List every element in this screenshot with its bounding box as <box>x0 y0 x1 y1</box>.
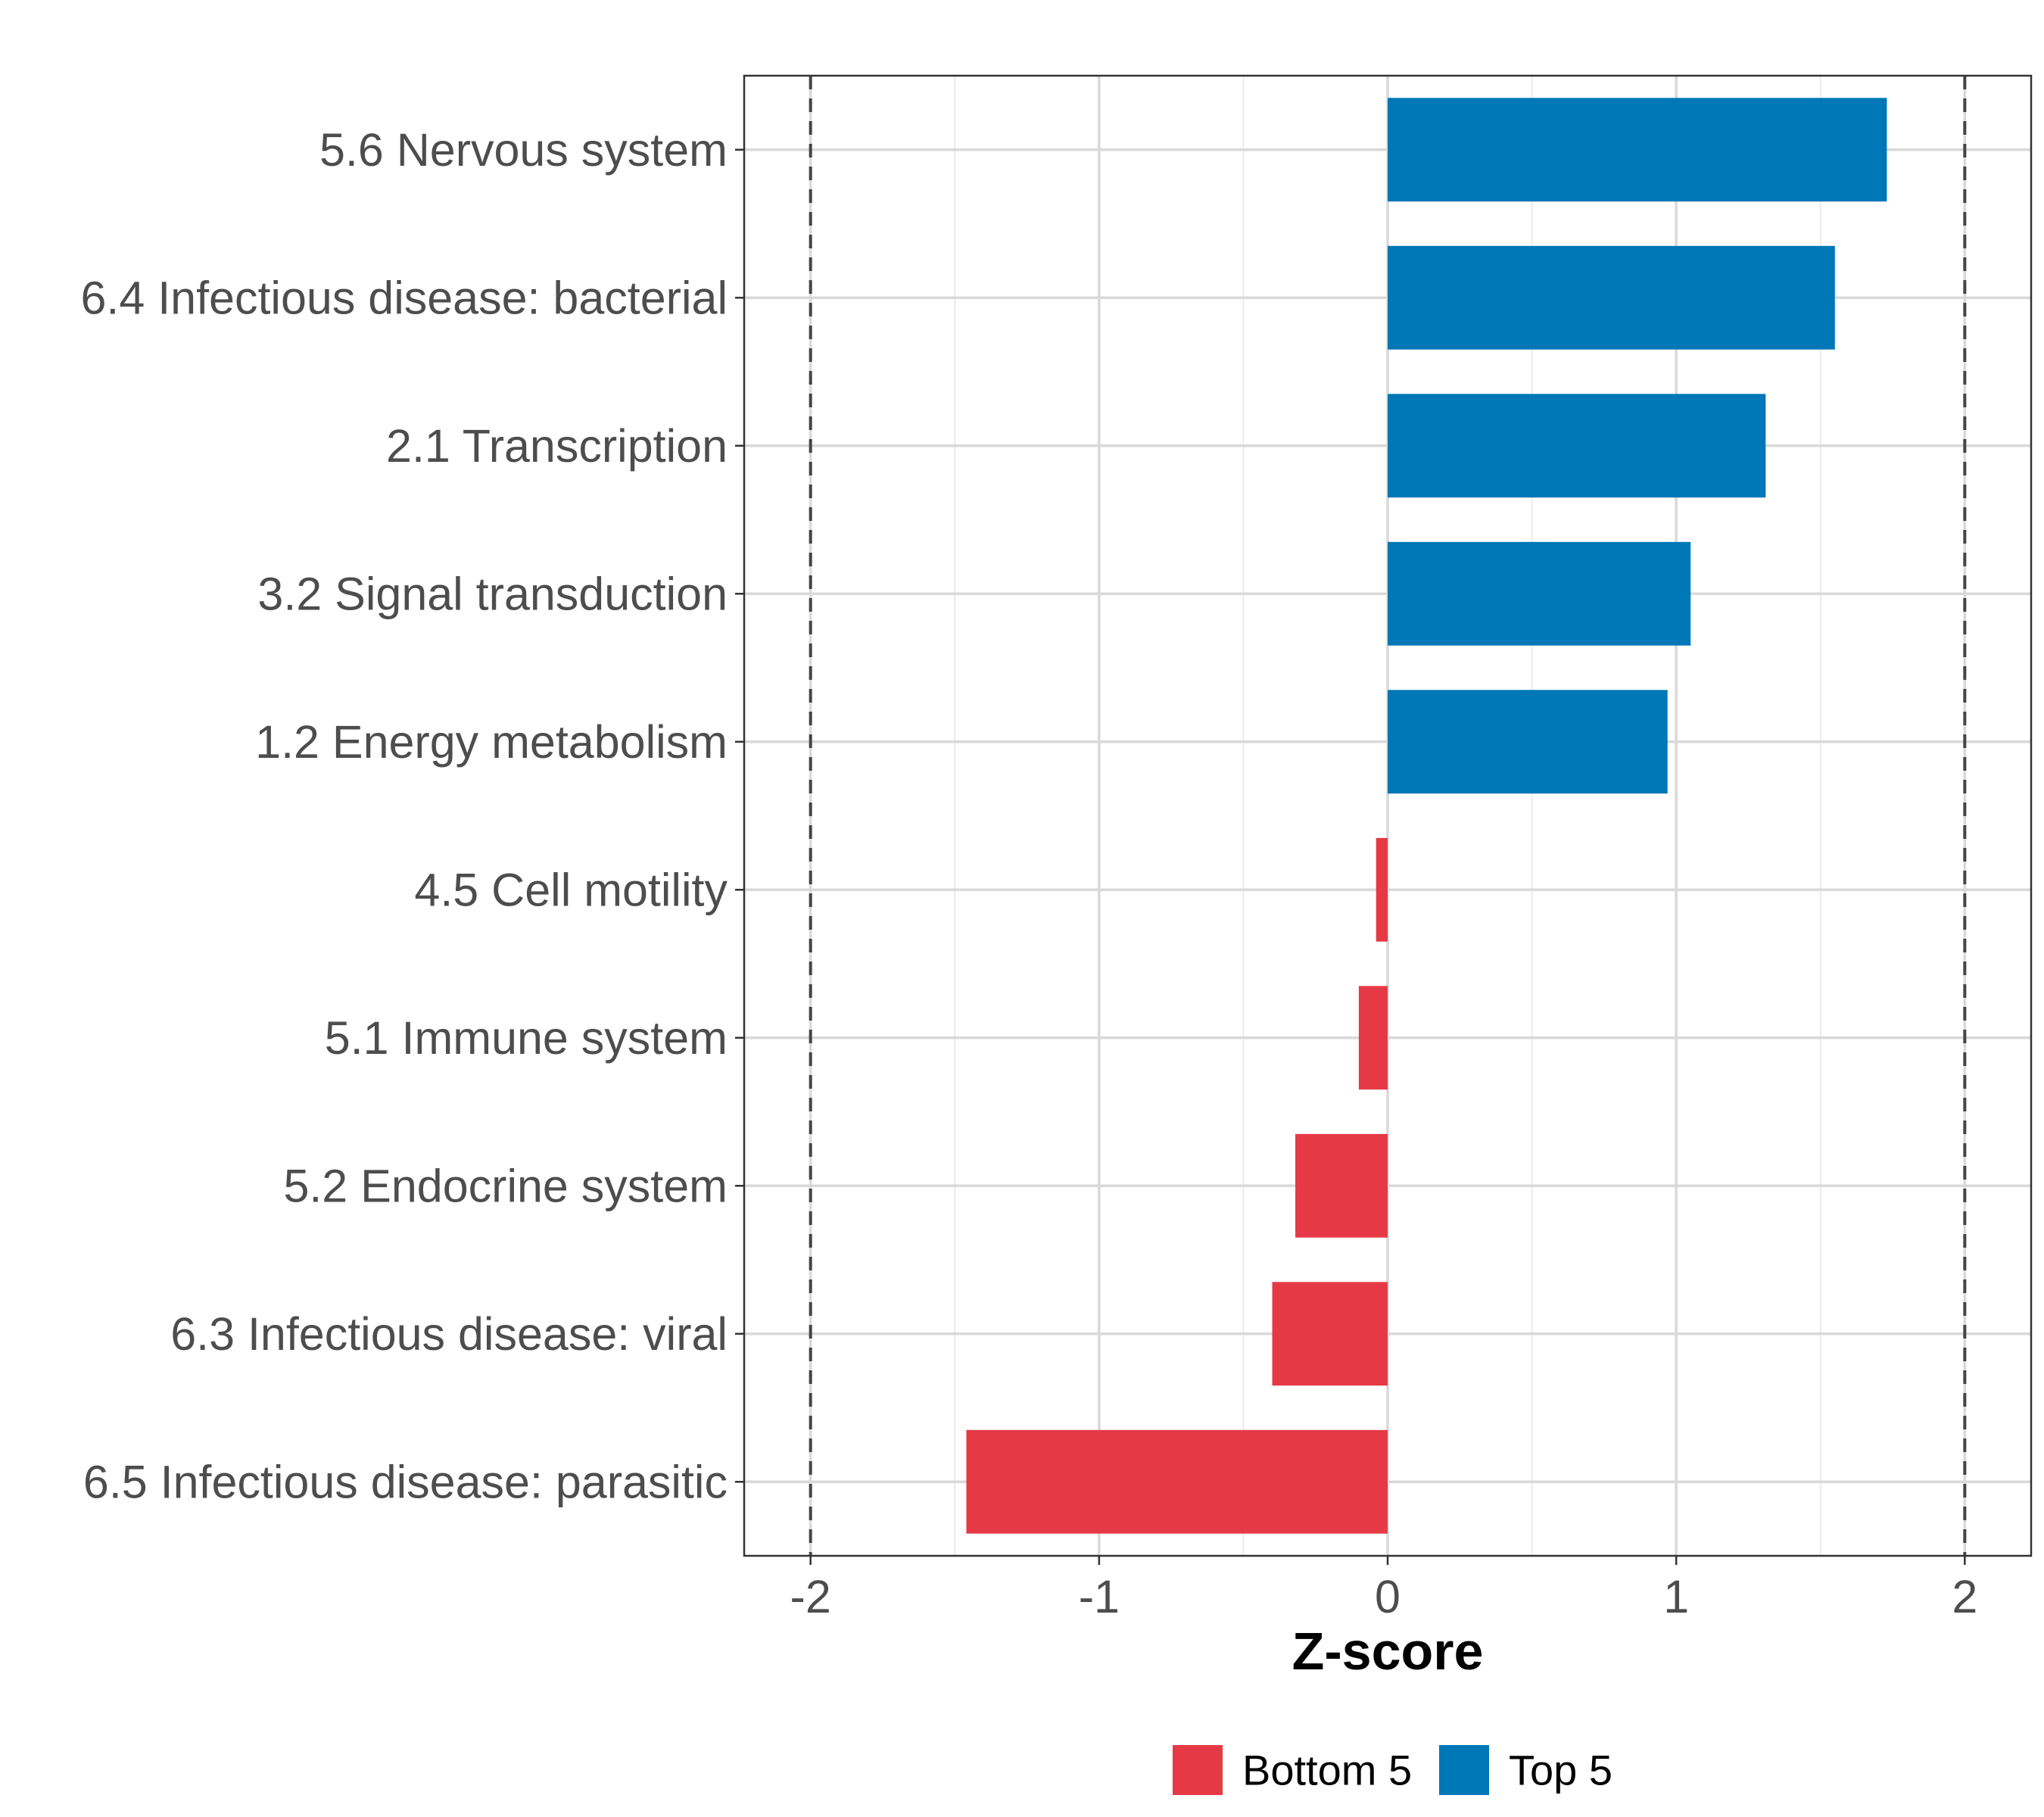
legend-swatch-top-5 <box>1439 1745 1489 1795</box>
x-tick-label: -2 <box>790 1571 831 1622</box>
legend-label-top-5: Top 5 <box>1509 1747 1612 1794</box>
bar <box>1388 394 1766 498</box>
x-axis-title: Z-score <box>1292 1622 1484 1681</box>
y-tick-label: 6.3 Infectious disease: viral <box>170 1308 728 1360</box>
y-tick-label: 1.2 Energy metabolism <box>255 716 728 768</box>
reference-lines <box>809 76 1967 1556</box>
x-tick-label: 2 <box>1952 1571 1977 1622</box>
legend-swatch-bottom-5 <box>1173 1745 1223 1795</box>
y-tick-label: 6.5 Infectious disease: parasitic <box>83 1456 728 1507</box>
bar <box>1358 986 1388 1090</box>
bars-layer <box>966 98 1887 1534</box>
bar <box>1388 541 1691 646</box>
y-tick-label: 4.5 Cell motility <box>414 864 728 915</box>
bar <box>1388 690 1668 794</box>
x-tick-label: -1 <box>1079 1571 1120 1622</box>
x-tick-label: 1 <box>1663 1571 1689 1622</box>
y-tick-label: 2.1 Transcription <box>386 420 728 472</box>
y-tick-label: 6.4 Infectious disease: bacterial <box>80 272 728 323</box>
y-axis: 5.6 Nervous system 6.4 Infectious disease… <box>80 124 744 1507</box>
x-tick-label: 0 <box>1375 1571 1401 1622</box>
y-tick-label: 5.6 Nervous system <box>319 124 728 176</box>
bar <box>1295 1133 1388 1238</box>
bar <box>1272 1282 1388 1386</box>
legend-label-bottom-5: Bottom 5 <box>1242 1747 1412 1794</box>
legend: Bottom 5 Top 5 <box>1173 1745 1612 1795</box>
y-tick-label: 5.1 Immune system <box>325 1012 728 1064</box>
bar <box>966 1429 1388 1534</box>
x-axis: -2 -1 0 1 2 <box>790 1556 1977 1622</box>
bar <box>1376 837 1388 942</box>
y-tick-label: 3.2 Signal transduction <box>257 568 728 619</box>
y-tick-label: 5.2 Endocrine system <box>283 1160 728 1211</box>
bar <box>1388 98 1887 202</box>
bar <box>1388 245 1835 350</box>
